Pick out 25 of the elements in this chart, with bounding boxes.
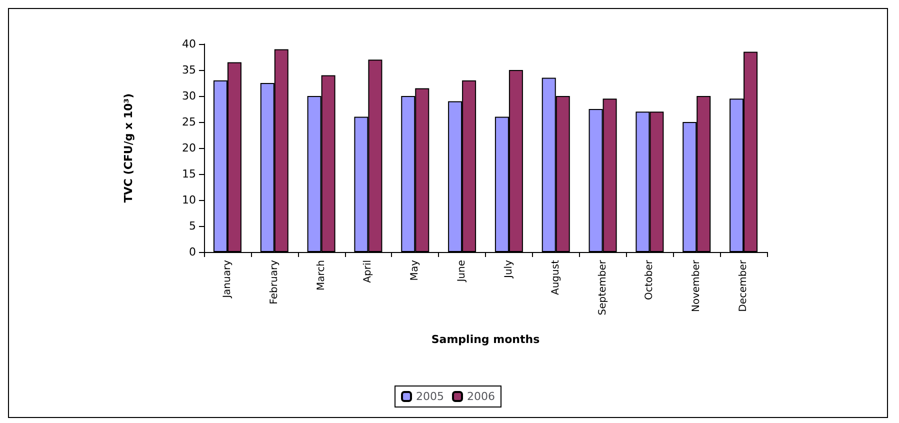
- x-tick-label: November: [691, 259, 702, 312]
- y-axis-title: TVC (CFU/g x 10³): [122, 93, 135, 203]
- x-tick-label: September: [597, 259, 608, 316]
- legend-label: 2005: [416, 390, 444, 403]
- y-tick-label: 40: [182, 38, 196, 50]
- x-tick-label: December: [738, 259, 750, 312]
- x-tick-label: June: [456, 260, 468, 283]
- y-tick-label: 10: [182, 194, 196, 206]
- y-tick-label: 15: [182, 168, 196, 180]
- x-tick-label: March: [316, 260, 327, 290]
- y-tick-label: 5: [189, 220, 196, 232]
- x-axis-title: Sampling months: [431, 333, 540, 346]
- x-tick-label: January: [222, 260, 233, 299]
- y-tick-label: 25: [182, 116, 196, 128]
- x-tick-label: October: [644, 259, 656, 300]
- y-tick-label: 20: [182, 142, 196, 154]
- y-tick-label: 30: [182, 90, 196, 102]
- x-tick-label: May: [410, 260, 421, 281]
- y-tick-label: 35: [182, 64, 196, 76]
- y-tick-label: 0: [189, 246, 196, 258]
- x-tick-label: February: [268, 260, 280, 304]
- x-tick-label: April: [362, 260, 374, 283]
- x-tick-label: August: [550, 260, 562, 295]
- x-tick-label: July: [503, 260, 514, 279]
- legend-label: 2006: [467, 390, 495, 403]
